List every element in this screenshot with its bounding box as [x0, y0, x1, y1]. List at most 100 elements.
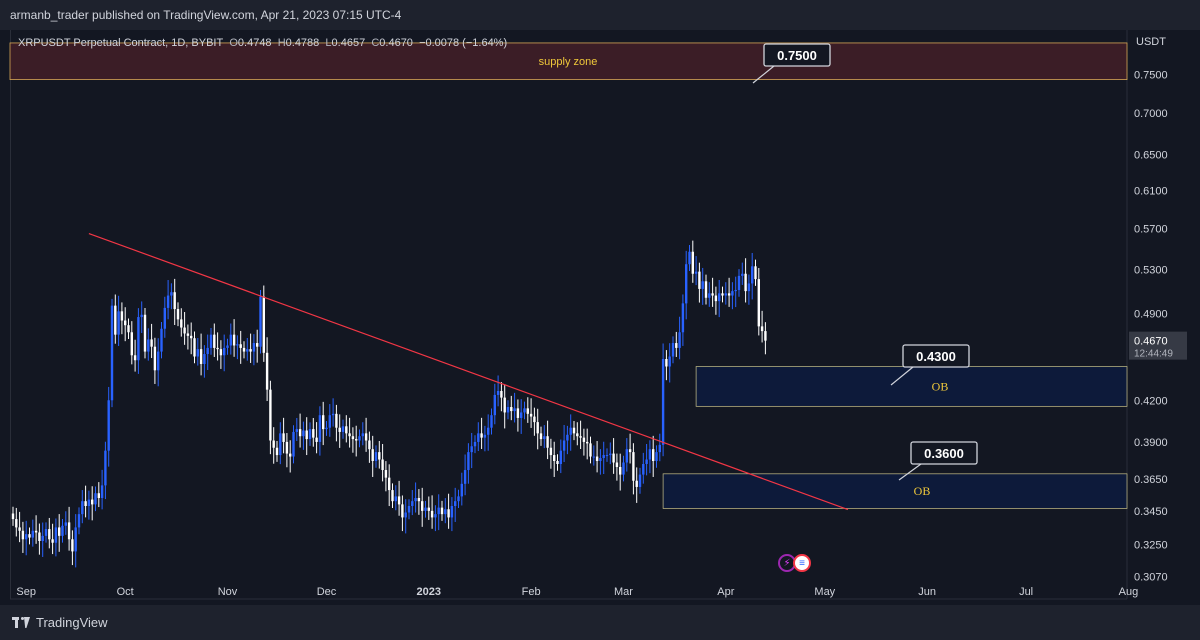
candle-body[interactable] — [397, 496, 401, 505]
candle-body[interactable] — [628, 449, 632, 453]
candle-body[interactable] — [645, 459, 648, 464]
candle-body[interactable] — [186, 333, 190, 336]
candle-body[interactable] — [592, 456, 595, 458]
candle-body[interactable] — [61, 525, 64, 536]
candle-body[interactable] — [325, 427, 328, 430]
candle-body[interactable] — [496, 390, 500, 395]
candle-body[interactable] — [447, 509, 450, 518]
candle-body[interactable] — [110, 305, 114, 401]
candle-body[interactable] — [206, 347, 209, 355]
candle-body[interactable] — [67, 522, 71, 540]
candle-body[interactable] — [549, 447, 553, 456]
candle-body[interactable] — [137, 317, 140, 361]
candle-body[interactable] — [219, 349, 223, 356]
candle-body[interactable] — [232, 334, 236, 346]
candle-body[interactable] — [721, 293, 724, 296]
candle-body[interactable] — [51, 539, 54, 543]
candle-body[interactable] — [665, 358, 668, 367]
candle-body[interactable] — [483, 434, 487, 438]
candle-body[interactable] — [622, 462, 625, 475]
candle-body[interactable] — [28, 534, 31, 538]
candle-body[interactable] — [355, 439, 358, 441]
candle-body[interactable] — [685, 264, 688, 304]
candle-body[interactable] — [595, 456, 599, 462]
candle-body[interactable] — [553, 455, 556, 462]
candle-body[interactable] — [328, 415, 331, 428]
candle-body[interactable] — [463, 470, 467, 484]
candle-body[interactable] — [754, 266, 757, 280]
candle-body[interactable] — [638, 474, 642, 487]
candle-body[interactable] — [15, 519, 18, 528]
candle-body[interactable] — [675, 343, 678, 348]
candle-body[interactable] — [54, 527, 58, 543]
candle-body[interactable] — [34, 530, 38, 533]
candle-body[interactable] — [615, 462, 619, 468]
economic-events[interactable]: ⚡ ≡ — [778, 554, 811, 572]
candle-body[interactable] — [160, 328, 163, 352]
candle-body[interactable] — [166, 295, 170, 308]
candle-body[interactable] — [249, 349, 252, 352]
candle-body[interactable] — [727, 293, 731, 296]
candle-body[interactable] — [658, 444, 661, 453]
candle-body[interactable] — [97, 493, 100, 498]
candle-body[interactable] — [48, 529, 51, 540]
candle-body[interactable] — [516, 408, 520, 418]
candle-body[interactable] — [440, 507, 444, 515]
candle-body[interactable] — [526, 408, 529, 414]
us-flag-icon[interactable]: ≡ — [793, 554, 811, 572]
candle-body[interactable] — [546, 436, 549, 448]
candle-body[interactable] — [661, 358, 665, 445]
candle-body[interactable] — [216, 347, 219, 350]
candle-body[interactable] — [487, 427, 490, 435]
candle-body[interactable] — [193, 338, 196, 357]
candle-body[interactable] — [127, 325, 130, 333]
candle-body[interactable] — [490, 415, 493, 428]
candle-body[interactable] — [681, 303, 685, 333]
candle-body[interactable] — [74, 527, 77, 552]
candle-body[interactable] — [361, 433, 364, 437]
candle-body[interactable] — [569, 427, 572, 435]
candle-body[interactable] — [737, 275, 741, 291]
candle-body[interactable] — [289, 453, 292, 457]
candle-body[interactable] — [272, 440, 275, 448]
candle-body[interactable] — [586, 441, 589, 444]
candle-body[interactable] — [751, 266, 754, 284]
candle-body[interactable] — [262, 296, 265, 353]
candle-body[interactable] — [364, 433, 368, 441]
candle-body[interactable] — [81, 501, 84, 515]
candle-body[interactable] — [381, 459, 384, 471]
candle-body[interactable] — [698, 271, 701, 289]
candle-body[interactable] — [734, 290, 737, 292]
candle-body[interactable] — [424, 507, 427, 511]
candle-body[interactable] — [625, 449, 628, 463]
candle-body[interactable] — [302, 430, 305, 437]
candle-body[interactable] — [747, 283, 751, 292]
candle-body[interactable] — [427, 507, 430, 511]
candle-body[interactable] — [388, 477, 391, 491]
candle-body[interactable] — [305, 430, 308, 440]
candle-body[interactable] — [430, 510, 434, 518]
candle-body[interactable] — [259, 296, 262, 347]
candle-body[interactable] — [209, 334, 213, 348]
candle-body[interactable] — [173, 292, 176, 310]
candle-body[interactable] — [335, 413, 338, 428]
chart-pane[interactable] — [10, 30, 1128, 599]
candle-body[interactable] — [140, 314, 143, 318]
candle-body[interactable] — [642, 463, 645, 475]
candle-body[interactable] — [470, 446, 473, 453]
candle-body[interactable] — [744, 273, 747, 292]
candle-body[interactable] — [655, 452, 658, 462]
candle-body[interactable] — [77, 514, 81, 528]
candle-body[interactable] — [384, 470, 388, 478]
candle-body[interactable] — [671, 343, 675, 357]
candle-body[interactable] — [566, 434, 569, 441]
candle-body[interactable] — [292, 431, 295, 457]
candle-body[interactable] — [391, 490, 394, 502]
candle-body[interactable] — [668, 356, 671, 367]
candle-body[interactable] — [579, 436, 582, 438]
candle-body[interactable] — [239, 344, 242, 348]
candle-body[interactable] — [688, 251, 691, 265]
candle-body[interactable] — [454, 501, 457, 507]
candle-body[interactable] — [708, 293, 711, 298]
candle-body[interactable] — [120, 311, 124, 321]
